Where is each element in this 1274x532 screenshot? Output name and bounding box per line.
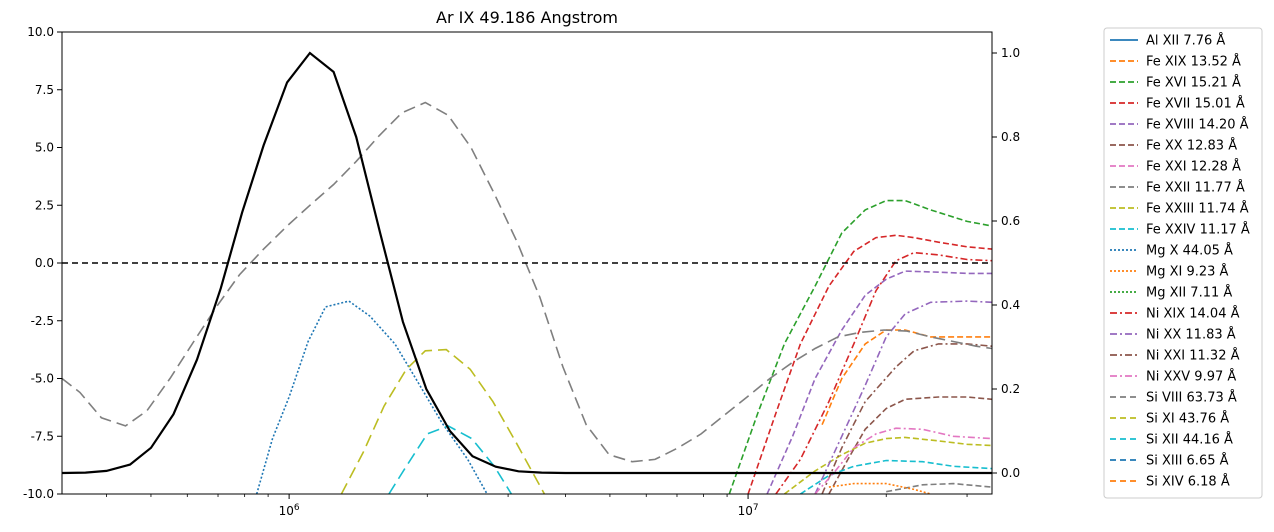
legend-label: Mg XII 7.11 Å — [1146, 285, 1232, 301]
series-line-ni-xxi-11-32 — [821, 343, 992, 494]
legend-label: Fe XXI 12.28 Å — [1146, 159, 1241, 175]
series-line-fe-xx-12-83 — [828, 396, 992, 494]
series-line-fe-xxii-11-77 — [886, 482, 992, 493]
right-tick-label: 0.6 — [1001, 214, 1020, 228]
legend-label: Fe XXIII 11.74 Å — [1146, 201, 1249, 217]
series-line-fe-xxiv-11-17 — [799, 459, 992, 494]
legend-label: Fe XIX 13.52 Å — [1146, 54, 1241, 70]
legend-label: Mg X 44.05 Å — [1146, 243, 1233, 259]
legend-label: Si XI 43.76 Å — [1146, 411, 1229, 427]
left-tick-label: -2.5 — [31, 314, 54, 328]
left-tick-label: 2.5 — [35, 198, 54, 212]
right-tick-label: 0.2 — [1001, 382, 1020, 396]
right-tick-label: 1.0 — [1001, 46, 1020, 60]
left-tick-label: 7.5 — [35, 83, 54, 97]
legend-label: Fe XXII 11.77 Å — [1146, 180, 1245, 196]
legend-label: Si XIV 6.18 Å — [1146, 474, 1230, 490]
x-tick-label: 107 — [738, 503, 759, 518]
legend-label: Al XII 7.76 Å — [1146, 33, 1225, 49]
chart-title: Ar IX 49.186 Angstrom — [436, 8, 618, 27]
legend-label: Si XIII 6.65 Å — [1146, 453, 1229, 469]
legend-label: Fe XVII 15.01 Å — [1146, 96, 1245, 112]
left-tick-label: -5.0 — [31, 372, 54, 386]
series-line-ni-xx-11-83 — [814, 300, 992, 494]
left-tick-label: -7.5 — [31, 429, 54, 443]
right-y-axis: 0.0 0.2 0.4 0.6 0.8 1.0 — [992, 46, 1020, 480]
series-line-si-viii-63-73 — [62, 101, 992, 463]
legend-label: Fe XVI 15.21 Å — [1146, 75, 1241, 91]
legend-box — [1103, 27, 1263, 499]
series-line-fe-xviii-14-20 — [766, 270, 992, 494]
series-line-fe-xvi-15-21 — [728, 199, 992, 494]
legend-label: Ni XX 11.83 Å — [1146, 327, 1236, 343]
x-tick-label: 106 — [279, 503, 300, 518]
series-line-si-xii-44-16 — [388, 425, 513, 494]
right-tick-label: 0.4 — [1001, 298, 1020, 312]
left-tick-label: 5.0 — [35, 141, 54, 155]
right-tick-label: 0.0 — [1001, 466, 1020, 480]
legend-label: Si XII 44.16 Å — [1146, 432, 1233, 448]
main-emissivity-curve — [62, 51, 992, 475]
left-tick-label: 0.0 — [35, 256, 54, 270]
left-tick-label: -10.0 — [23, 487, 54, 501]
legend-label: Ni XXV 9.97 Å — [1146, 369, 1236, 385]
series-line-fe-xix-13-52 — [821, 329, 992, 426]
plot-area — [61, 31, 993, 495]
series-line-ni-xix-14-04 — [775, 251, 992, 494]
series-line-fe-xvii-15-01 — [747, 234, 992, 494]
left-tick-label: 10.0 — [27, 25, 54, 39]
series-line-ni-xxv-9-97 — [814, 427, 992, 494]
legend-label: Ni XXI 11.32 Å — [1146, 348, 1240, 364]
legend: Al XII 7.76 Å Fe XIX 13.52 Å Fe XVI 15.21 … — [1103, 27, 1263, 499]
legend-label: Mg XI 9.23 Å — [1146, 264, 1229, 280]
series-line-mg-x-44-05 — [255, 300, 488, 494]
left-y-axis: -10.0 -7.5 -5.0 -2.5 0.0 2.5 5.0 7.5 10.0 — [23, 25, 62, 501]
legend-label: Fe XXIV 11.17 Å — [1146, 222, 1250, 238]
series-line-mg-xi-9-23 — [828, 482, 931, 494]
x-axis: 106 107 — [106, 494, 968, 518]
series-line-si-xi-43-76 — [340, 348, 546, 494]
series-line-fe-xxiii-11-74 — [783, 436, 992, 494]
legend-label: Fe XVIII 14.20 Å — [1146, 117, 1249, 133]
legend-label: Fe XX 12.83 Å — [1146, 138, 1237, 154]
legend-label: Si VIII 63.73 Å — [1146, 390, 1237, 406]
legend-label: Ni XIX 14.04 Å — [1146, 306, 1240, 322]
right-tick-label: 0.8 — [1001, 130, 1020, 144]
